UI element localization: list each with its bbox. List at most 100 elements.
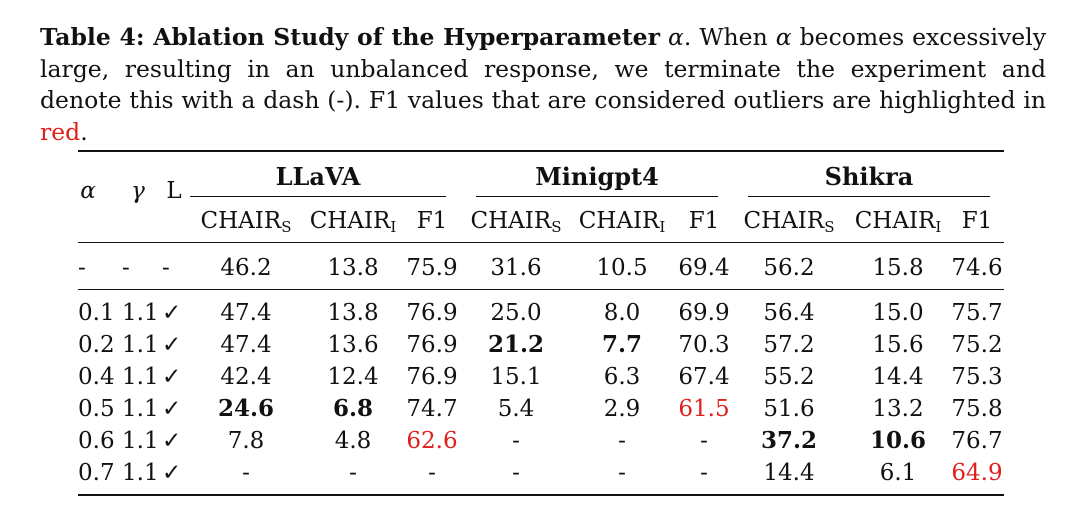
metric-header-0: CHAIRS [186,208,306,236]
table-cell: 12.4 [327,364,379,390]
table-cell: 7.8 [227,428,265,454]
table-cell: 1.1 [122,428,159,454]
metric-header-main: F1 [688,208,720,234]
table-cell: ✓ [162,460,182,486]
metric-header-sub: S [281,218,292,236]
table-cell: - [78,255,86,281]
table-cell: 10.6 [869,427,927,454]
table-cell: 47.4 [220,300,272,326]
table-cell: 25.0 [490,300,542,326]
table-cell: 0.5 [78,396,115,422]
bottom-rule [78,494,1004,496]
table-cell: 1.1 [122,332,159,358]
table-cell: ✓ [162,332,182,358]
metric-header-main: CHAIR [470,208,552,234]
table-cell: 51.6 [763,396,815,422]
header-rule [78,242,1004,243]
table-cell: - [512,460,520,486]
table-cell: 10.5 [596,255,648,281]
table-cell: 6.1 [879,460,917,486]
metric-header-main: CHAIR [200,208,282,234]
table-cell: - [512,428,520,454]
group-shikra: Shikra [824,162,914,191]
metric-header-2: F1 [372,208,492,234]
table-cell: 57.2 [763,332,815,358]
table-cell: - [162,255,170,281]
metric-header-main: CHAIR [578,208,660,234]
table-cell: 76.9 [406,300,458,326]
table-cell: - [122,255,130,281]
metric-header-main: F1 [961,208,993,234]
table-cell: 0.4 [78,364,115,390]
baseline-rule [78,289,1004,290]
metric-header-5: F1 [644,208,764,234]
metric-header-8: F1 [917,208,1037,234]
caption-label: Table 4: Ablation Study of the Hyperpara… [40,23,661,51]
group-llava: LLaVA [275,162,361,191]
table-cell: 62.6 [406,428,458,454]
table-cell: 4.8 [334,428,372,454]
metric-header-3: CHAIRS [456,208,576,235]
table-cell: 0.6 [78,428,115,454]
caption-red-word: red [40,117,81,146]
table-cell: - [428,460,436,486]
table-cell: 0.1 [78,300,115,326]
table-cell: - [618,460,626,486]
table-cell: - [349,460,357,486]
table-cell: 1.1 [122,364,159,390]
metric-header-main: F1 [416,208,448,234]
table-cell: 74.7 [406,396,458,422]
table-cell: 76.9 [406,364,458,390]
header-L: L [166,178,182,204]
group-minigpt4: Minigpt4 [535,162,659,191]
table-cell: 42.4 [220,364,272,390]
table-cell: 56.4 [763,300,815,326]
top-rule [78,150,1004,152]
table-cell: - [700,428,708,454]
table-cell: 0.2 [78,332,115,358]
table-cell: - [618,428,626,454]
header-gamma: γ [131,178,145,204]
table-cell: ✓ [162,396,182,422]
table-cell: 47.4 [220,332,272,358]
table-cell: 13.2 [872,396,924,422]
caption-alpha-symbol: α [668,23,684,51]
table-cell: 13.8 [327,300,379,326]
table-cell: ✓ [162,364,182,390]
table-cell: 15.8 [872,255,924,281]
table-cell: 46.2 [220,255,272,281]
metric-header-main: CHAIR [854,208,936,234]
table-cell: 76.7 [951,428,1003,454]
table-cell: 7.7 [601,331,642,358]
caption-text-2: becomes excessively large, resulting in … [40,23,1046,114]
table-cell: 1.1 [122,460,159,486]
metric-header-main: CHAIR [743,208,825,234]
table-cell: - [700,460,708,486]
caption-text-1: . When [683,23,768,51]
table-cell: 14.4 [872,364,924,390]
table-cell: 75.8 [951,396,1003,422]
group-underline-llava [190,196,446,197]
metric-header-sub: I [659,218,666,236]
table-cell: 1.1 [122,396,159,422]
table-cell: 15.6 [872,332,924,358]
metric-header-7: CHAIRI [838,208,958,235]
table-caption: Table 4: Ablation Study of the Hyperpara… [40,22,1046,148]
table-cell: 14.4 [763,460,815,486]
table-cell: 75.7 [951,300,1003,326]
table-cell: 6.3 [603,364,641,390]
table-cell: 2.9 [603,396,641,422]
metric-header-sub: S [824,218,835,236]
table-cell: 74.6 [951,255,1003,281]
metric-header-sub: I [390,218,397,236]
metric-header-6: CHAIRS [729,208,849,236]
table-cell: 0.7 [78,460,115,486]
table-cell: 15.1 [490,364,542,390]
metric-header-1: CHAIRI [293,208,413,236]
table-cell: 75.3 [951,364,1003,390]
table-cell: 69.4 [678,255,730,281]
table-cell: 75.9 [406,255,458,281]
table-cell: - [242,460,250,486]
table-cell: ✓ [162,300,182,326]
table-cell: 56.2 [763,255,815,281]
